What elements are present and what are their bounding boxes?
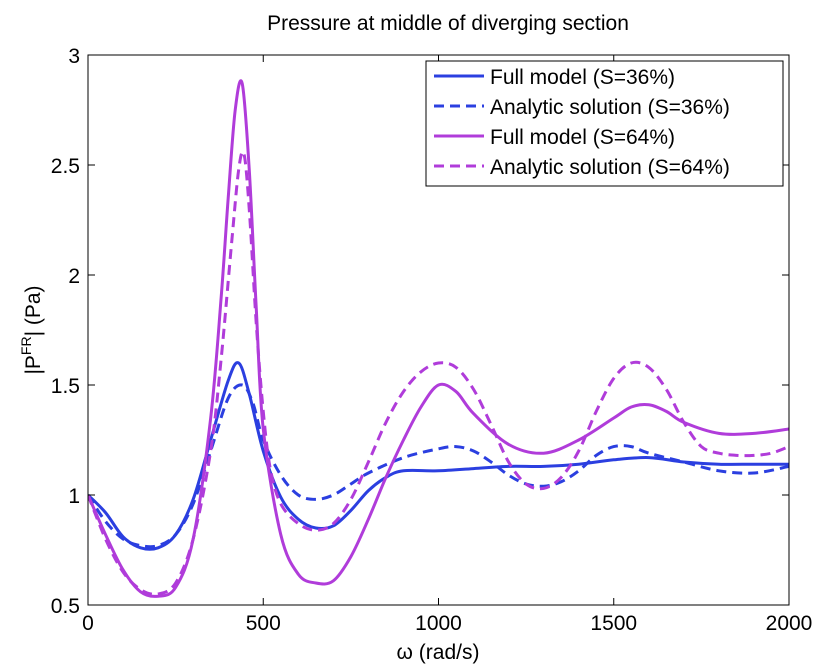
y-axis-label-tail: | (Pa) [22, 285, 45, 336]
y-tick-label: 3 [68, 45, 80, 68]
x-tick-label: 0 [82, 612, 94, 635]
y-tick-label: 1.5 [51, 375, 80, 398]
legend-label-1: Full model (S=36%) [490, 66, 675, 89]
chart-title: Pressure at middle of diverging section [267, 12, 629, 35]
legend: Full model (S=36%) Analytic solution (S=3… [425, 60, 784, 187]
series-layer [88, 79, 789, 598]
legend-items: Full model (S=36%) Analytic solution (S=3… [434, 66, 730, 179]
x-axis-label: ω (rad/s) [397, 641, 480, 664]
legend-box [425, 60, 784, 187]
y-axis-label-main: |P [22, 355, 45, 374]
series-line-2 [88, 383, 789, 549]
y-tick-label: 2.5 [51, 155, 80, 178]
x-tick-label: 1500 [590, 612, 637, 635]
y-tick-label: 2 [68, 265, 80, 288]
x-tick-label: 500 [246, 612, 281, 635]
y-axis-label-superscript: FR [18, 336, 34, 355]
legend-label-3: Full model (S=64%) [490, 126, 675, 149]
legend-label-4: Analytic solution (S=64%) [490, 156, 730, 179]
y-axis-label: |PFR| (Pa) [18, 285, 45, 374]
x-tick-label: 1000 [415, 612, 462, 635]
ticks-layer: 0 500 1000 1500 2000 0.5 1 1.5 2 2.5 3 [51, 45, 813, 635]
legend-label-2: Analytic solution (S=36%) [490, 96, 730, 119]
y-tick-label: 0.5 [51, 595, 80, 618]
y-tick-label: 1 [68, 485, 80, 508]
x-tick-label: 2000 [766, 612, 813, 635]
series-line-3 [88, 79, 789, 598]
series-line-4 [88, 150, 789, 596]
